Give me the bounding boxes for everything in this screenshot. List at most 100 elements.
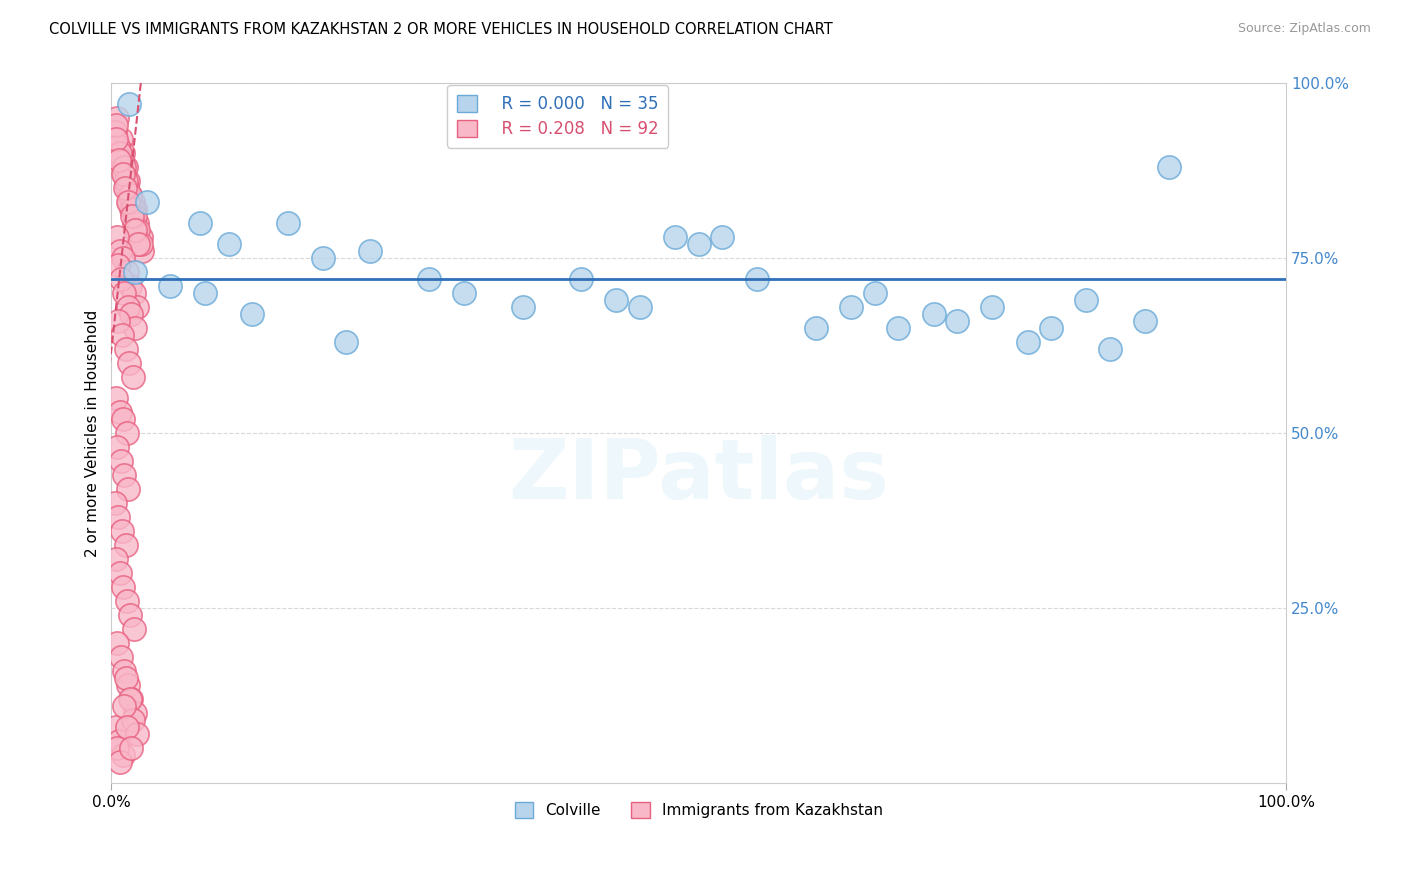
- Point: [120, 692, 142, 706]
- Point: [111, 747, 134, 762]
- Point: [114, 538, 136, 552]
- Point: [981, 301, 1004, 315]
- Point: [111, 328, 134, 343]
- Point: [120, 279, 142, 293]
- Point: [112, 161, 135, 175]
- Point: [110, 244, 132, 259]
- Point: [105, 391, 128, 405]
- Point: [104, 125, 127, 139]
- Point: [127, 237, 149, 252]
- Point: [120, 188, 142, 202]
- Point: [747, 272, 769, 286]
- Point: [863, 286, 886, 301]
- Point: [105, 112, 128, 126]
- Point: [124, 202, 146, 217]
- Point: [335, 335, 357, 350]
- Point: [125, 727, 148, 741]
- Point: [121, 195, 143, 210]
- Point: [129, 230, 152, 244]
- Point: [108, 405, 131, 419]
- Point: [127, 301, 149, 315]
- Point: [887, 321, 910, 335]
- Point: [114, 343, 136, 357]
- Point: [124, 706, 146, 720]
- Text: ZIPatlas: ZIPatlas: [508, 434, 889, 516]
- Point: [120, 608, 142, 623]
- Point: [127, 223, 149, 237]
- Point: [117, 301, 139, 315]
- Point: [115, 594, 138, 608]
- Point: [117, 678, 139, 692]
- Point: [117, 720, 139, 734]
- Point: [120, 741, 142, 756]
- Point: [112, 252, 135, 266]
- Point: [108, 734, 131, 748]
- Point: [569, 272, 592, 286]
- Point: [112, 580, 135, 594]
- Point: [115, 181, 138, 195]
- Point: [122, 622, 145, 636]
- Point: [110, 272, 132, 286]
- Point: [240, 307, 263, 321]
- Point: [628, 301, 651, 315]
- Point: [512, 301, 534, 315]
- Point: [117, 174, 139, 188]
- Point: [118, 356, 141, 370]
- Point: [135, 195, 157, 210]
- Point: [131, 244, 153, 259]
- Point: [194, 286, 217, 301]
- Point: [112, 286, 135, 301]
- Point: [125, 223, 148, 237]
- Point: [118, 188, 141, 202]
- Point: [841, 301, 863, 315]
- Point: [108, 153, 131, 168]
- Point: [108, 566, 131, 581]
- Point: [120, 307, 142, 321]
- Point: [105, 741, 128, 756]
- Point: [277, 216, 299, 230]
- Point: [688, 237, 710, 252]
- Point: [946, 314, 969, 328]
- Point: [110, 132, 132, 146]
- Point: [1017, 335, 1039, 350]
- Point: [418, 272, 440, 286]
- Point: [107, 258, 129, 272]
- Point: [312, 252, 335, 266]
- Point: [131, 237, 153, 252]
- Point: [111, 153, 134, 168]
- Text: Source: ZipAtlas.com: Source: ZipAtlas.com: [1237, 22, 1371, 36]
- Point: [110, 454, 132, 468]
- Point: [114, 161, 136, 175]
- Point: [114, 181, 136, 195]
- Point: [122, 713, 145, 727]
- Point: [118, 195, 141, 210]
- Point: [105, 119, 128, 133]
- Point: [124, 321, 146, 335]
- Point: [124, 210, 146, 224]
- Point: [188, 216, 211, 230]
- Point: [105, 636, 128, 650]
- Point: [115, 671, 138, 685]
- Point: [118, 692, 141, 706]
- Point: [112, 168, 135, 182]
- Y-axis label: 2 or more Vehicles in Household: 2 or more Vehicles in Household: [86, 310, 100, 557]
- Point: [105, 552, 128, 566]
- Point: [804, 321, 827, 335]
- Point: [159, 279, 181, 293]
- Point: [117, 482, 139, 496]
- Point: [1133, 314, 1156, 328]
- Point: [112, 664, 135, 678]
- Point: [104, 720, 127, 734]
- Legend: Colville, Immigrants from Kazakhstan: Colville, Immigrants from Kazakhstan: [509, 797, 889, 824]
- Point: [112, 699, 135, 714]
- Point: [127, 237, 149, 252]
- Point: [359, 244, 381, 259]
- Point: [115, 174, 138, 188]
- Point: [115, 426, 138, 441]
- Point: [110, 755, 132, 769]
- Point: [108, 146, 131, 161]
- Point: [105, 440, 128, 454]
- Point: [107, 510, 129, 524]
- Point: [122, 286, 145, 301]
- Point: [118, 97, 141, 112]
